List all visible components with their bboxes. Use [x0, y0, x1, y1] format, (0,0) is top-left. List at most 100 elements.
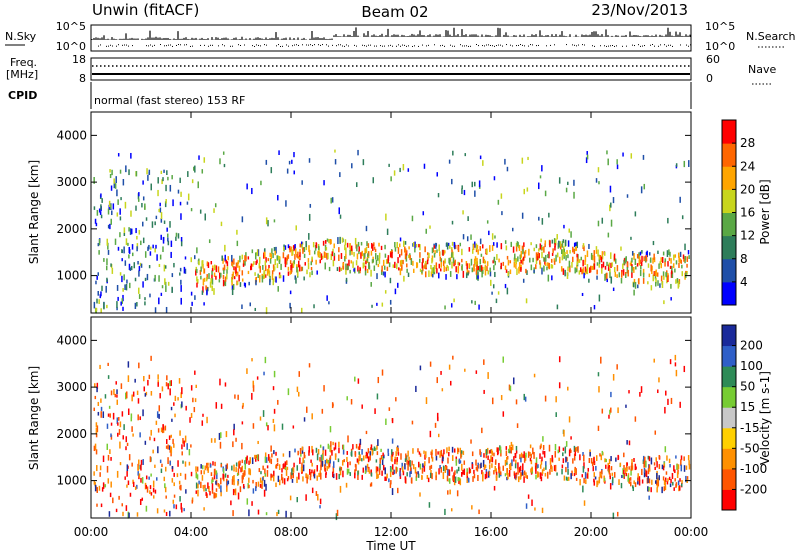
colorbar-tick-label: -50 [740, 441, 760, 455]
echo-cell [370, 444, 373, 450]
echo-cell [412, 242, 415, 247]
echo-cell [567, 240, 570, 247]
echo-cell [651, 265, 653, 271]
echo-cell [545, 254, 547, 262]
search-noise-dot [160, 44, 161, 46]
echo-cell [609, 409, 611, 415]
echo-cell [599, 453, 601, 457]
echo-cell [554, 243, 556, 248]
echo-cell [452, 251, 454, 258]
search-noise-dot [476, 44, 477, 46]
echo-cell [394, 241, 396, 248]
echo-cell [601, 469, 603, 475]
echo-cell [664, 260, 666, 267]
echo-cell [530, 264, 533, 271]
echo-cell [457, 261, 459, 266]
echo-cell [385, 418, 387, 425]
echo-cell [508, 469, 511, 477]
echo-cell [599, 472, 602, 478]
echo-cell [453, 298, 455, 303]
echo-cell [662, 476, 665, 481]
echo-cell [518, 467, 521, 473]
echo-cell [543, 265, 545, 272]
echo-cell [607, 158, 609, 166]
echo-cell [168, 445, 171, 450]
echo-cell [648, 486, 650, 491]
echo-cell [525, 503, 528, 509]
echo-cell [193, 166, 195, 171]
echo-cell [206, 416, 208, 424]
echo-cell [141, 497, 144, 501]
echo-cell [348, 259, 350, 267]
echo-cell [671, 265, 673, 273]
echo-cell [680, 464, 683, 472]
echo-cell [324, 459, 327, 467]
echo-cell [544, 395, 547, 402]
echo-cell [476, 257, 478, 265]
echo-cell [116, 284, 119, 291]
echo-cell [326, 295, 328, 301]
echo-cell [244, 260, 246, 266]
echo-cell [630, 236, 632, 240]
echo-cell [158, 275, 160, 282]
echo-cell [610, 262, 612, 269]
echo-cell [391, 418, 394, 424]
echo-cell [104, 484, 107, 488]
echo-cell [198, 155, 200, 160]
echo-cell [178, 378, 181, 384]
echo-cell [296, 497, 298, 503]
echo-cell [325, 471, 327, 475]
echo-cell [582, 243, 585, 248]
nave-right-top: 60 [706, 53, 720, 66]
echo-cell [551, 466, 553, 472]
echo-cell [142, 237, 145, 244]
echo-cell [131, 244, 134, 250]
echo-cell [465, 260, 468, 266]
echo-cell [522, 463, 524, 471]
echo-cell [676, 278, 679, 284]
echo-cell [661, 256, 664, 263]
echo-cell [231, 284, 234, 291]
echo-cell [242, 483, 245, 489]
echo-cell [622, 269, 625, 276]
echo-cell [388, 163, 390, 167]
echo-cell [220, 477, 222, 485]
search-noise-dot [154, 44, 155, 46]
echo-cell [622, 474, 625, 478]
echo-cell [217, 483, 220, 487]
search-noise-dot [122, 44, 123, 46]
search-noise-dot [518, 44, 519, 46]
echo-cell [430, 264, 432, 270]
echo-cell [219, 158, 221, 165]
echo-cell [252, 263, 254, 267]
echo-cell [127, 242, 129, 246]
echo-cell [515, 459, 517, 465]
echo-cell [358, 451, 360, 455]
echo-cell [461, 264, 463, 271]
echo-cell [134, 302, 137, 309]
echo-cell [593, 456, 595, 464]
echo-cell [572, 256, 574, 263]
echo-cell [598, 386, 600, 393]
echo-cell [447, 468, 449, 476]
echo-cell [346, 468, 349, 475]
echo-cell [360, 252, 362, 259]
echo-cell [121, 258, 123, 262]
echo-cell [675, 279, 677, 284]
echo-cell [541, 246, 544, 251]
search-noise-dot [212, 44, 213, 46]
search-noise-dot [232, 45, 233, 47]
search-noise-dot [462, 45, 463, 47]
echo-cell [448, 257, 450, 264]
echo-cell [499, 446, 502, 454]
echo-cell [339, 467, 341, 471]
echo-cell [195, 482, 198, 489]
echo-cell [621, 474, 623, 479]
echo-cell [480, 253, 483, 257]
echo-cell [105, 285, 107, 293]
echo-cell [102, 411, 105, 418]
echo-cell [433, 265, 436, 272]
search-noise-dot [178, 44, 179, 46]
echo-cell [355, 464, 357, 472]
echo-cell [487, 372, 489, 379]
